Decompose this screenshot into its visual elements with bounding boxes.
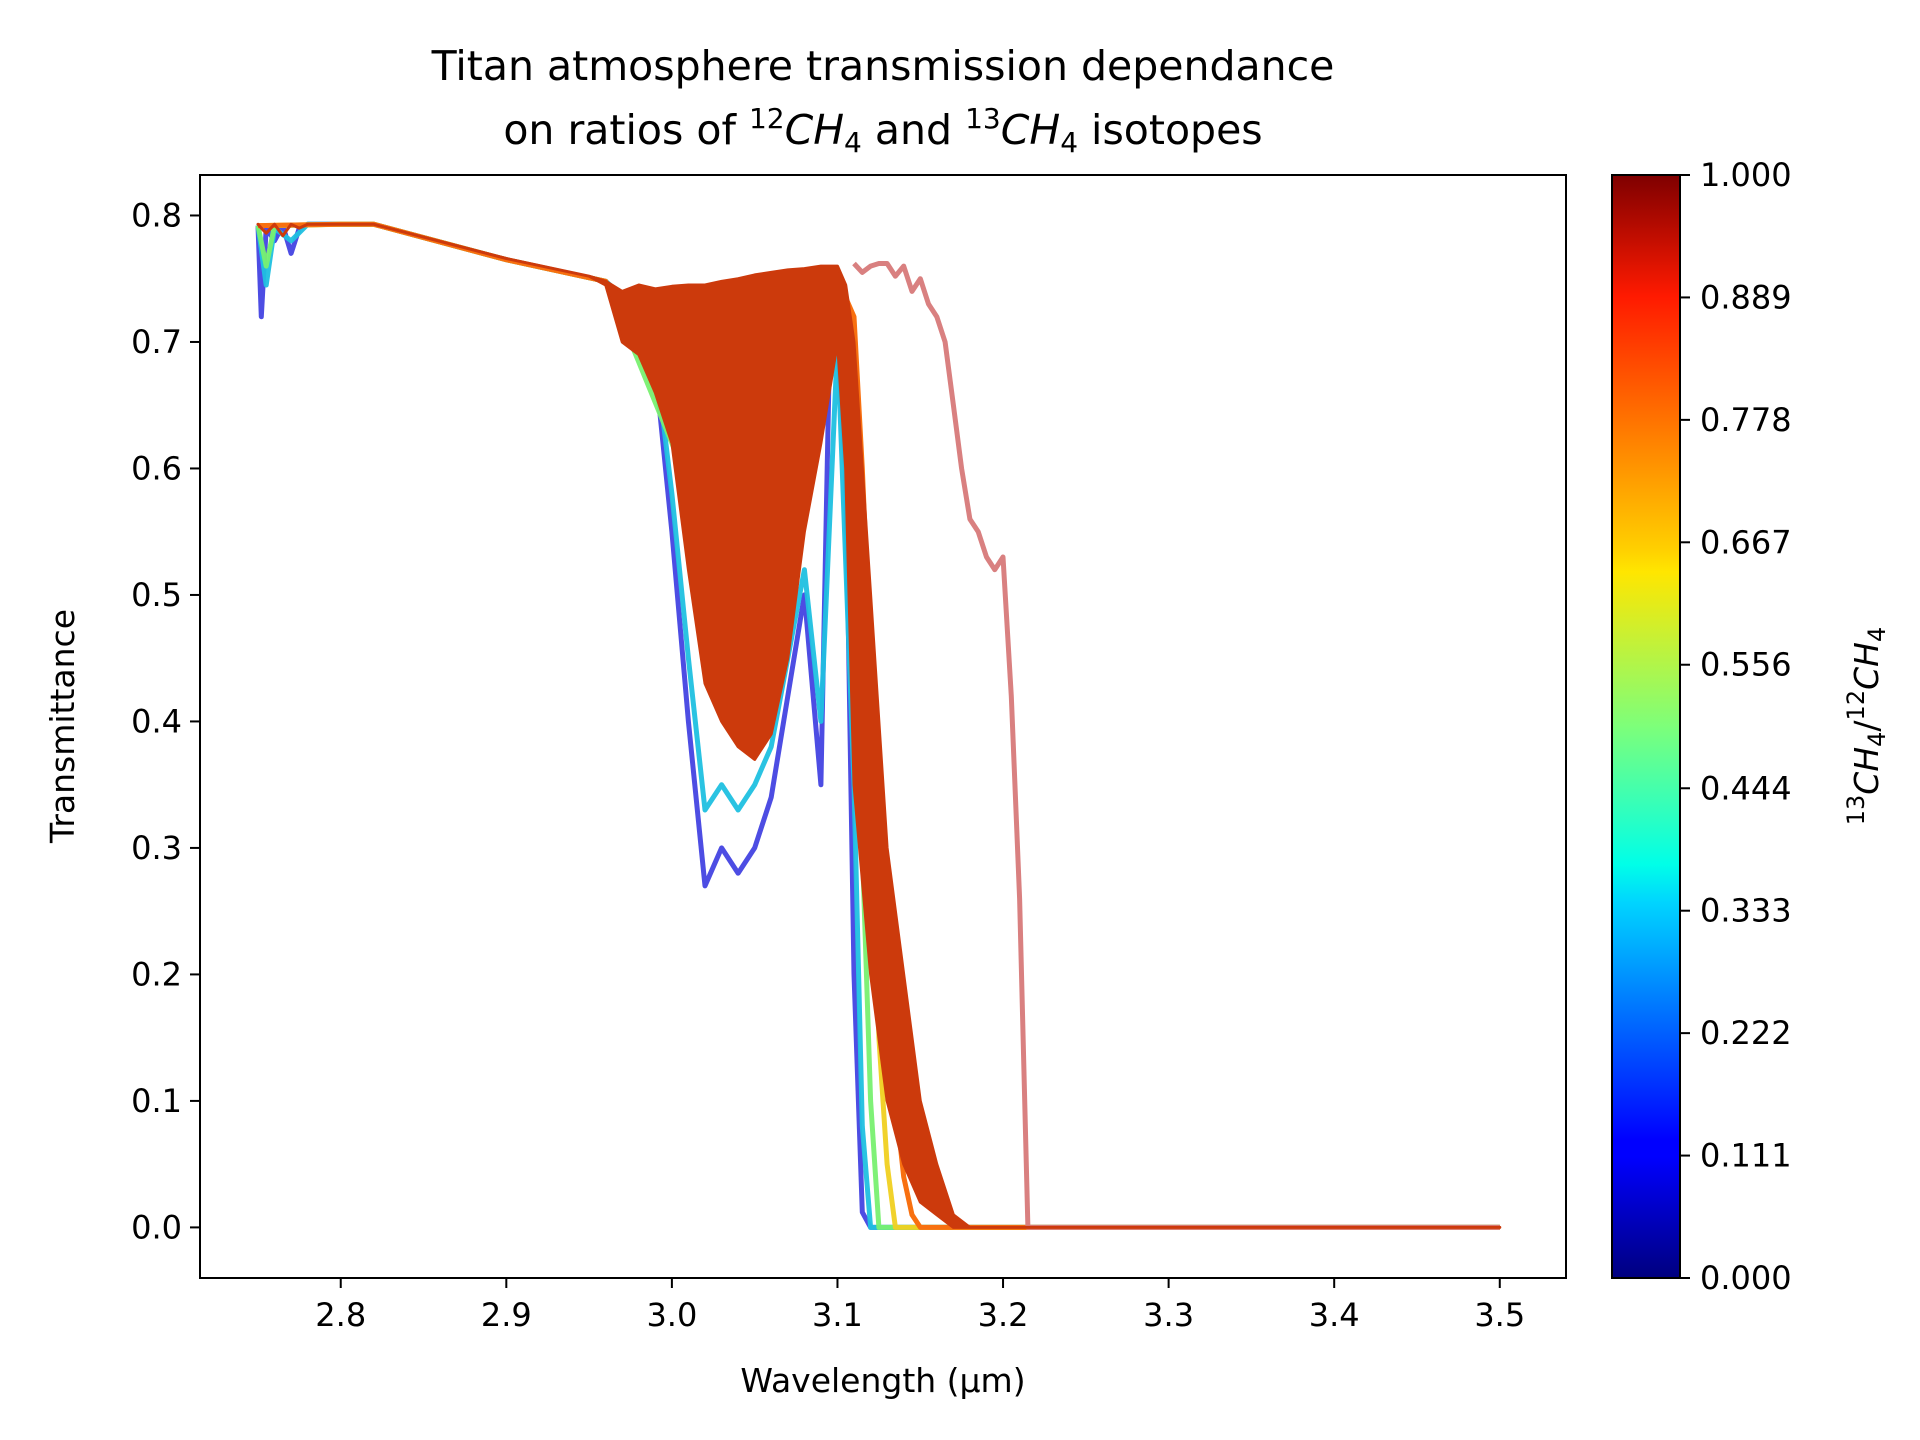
- title-iso2: CH: [1001, 106, 1060, 154]
- colorbar-tick-label: 0.778: [1700, 401, 1792, 439]
- title-iso1-sub: 4: [844, 126, 862, 159]
- y-tick-label: 0.5: [131, 576, 182, 614]
- cbar-den-sup: 12: [1842, 690, 1870, 721]
- x-tick-label: 2.8: [315, 1296, 366, 1334]
- cbar-slash: /: [1847, 720, 1886, 732]
- cbar-den-sub: 4: [1863, 627, 1891, 642]
- colorbar-tick-label: 1.000: [1700, 156, 1792, 194]
- y-tick-label: 0.7: [131, 323, 182, 361]
- colorbar-tick-label: 0.333: [1700, 892, 1792, 930]
- title-pre: on ratios of: [503, 106, 749, 154]
- colorbar-tick-label: 0.556: [1700, 646, 1792, 684]
- colorbar-tick-label: 0.222: [1700, 1014, 1792, 1052]
- colorbar-label: 13CH4/12CH4: [1842, 627, 1891, 826]
- y-tick-label: 0.6: [131, 449, 182, 487]
- colorbar-gradient: [1611, 174, 1681, 1279]
- title-iso1: CH: [785, 106, 844, 154]
- x-tick-label: 3.1: [812, 1296, 863, 1334]
- colorbar-ticks: 0.000 0.111 0.222 0.333 0.444 0.556 0.667 0.778…: [1680, 156, 1792, 1297]
- y-tick-label: 0.1: [131, 1082, 182, 1120]
- x-tick-label: 3.2: [978, 1296, 1029, 1334]
- x-tick-label: 2.9: [481, 1296, 532, 1334]
- cbar-den: CH: [1847, 642, 1886, 690]
- colorbar-tick-label: 0.444: [1700, 769, 1792, 807]
- x-tick-label: 3.3: [1143, 1296, 1194, 1334]
- colorbar-tick-label: 0.111: [1700, 1137, 1792, 1175]
- colorbar-tick-label: 0.667: [1700, 523, 1792, 561]
- plot-frame: [199, 174, 1567, 1279]
- title-iso2-sub: 4: [1060, 126, 1078, 159]
- x-axis-label: Wavelength (μm): [740, 1361, 1025, 1400]
- series-line-1: [852, 261, 1500, 1230]
- colorbar-tick-label: 0.889: [1700, 278, 1792, 316]
- y-tick-label: 0.3: [131, 829, 182, 867]
- series-band-0.9: [256, 222, 1502, 1229]
- x-tick-label: 3.0: [646, 1296, 697, 1334]
- y-tick-label: 0.0: [131, 1208, 182, 1246]
- title-iso1-sup: 12: [749, 102, 785, 135]
- y-tick-label: 0.4: [131, 702, 182, 740]
- cbar-num-sub: 4: [1863, 732, 1891, 747]
- y-tick-label: 0.2: [131, 955, 182, 993]
- series-layer: [255, 221, 1502, 1230]
- chart-title-line1: Titan atmosphere transmission dependance: [431, 42, 1335, 90]
- title-mid: and: [862, 106, 965, 154]
- title-post: isotopes: [1078, 106, 1263, 154]
- x-tick-label: 3.5: [1474, 1296, 1525, 1334]
- title-iso2-sup: 13: [965, 102, 1001, 135]
- y-tick-label: 0.8: [131, 196, 182, 234]
- y-axis: 0.0 0.1 0.2 0.3 0.4 0.5 0.6 0.7 0.8: [131, 196, 200, 1246]
- chart-title-line2: on ratios of 12CH4 and 13CH4 isotopes: [503, 102, 1262, 159]
- x-tick-label: 3.4: [1309, 1296, 1360, 1334]
- colorbar-tick-label: 0.000: [1700, 1259, 1792, 1297]
- x-axis: 2.8 2.9 3.0 3.1 3.2 3.3 3.4 3.5: [315, 1278, 1525, 1334]
- y-axis-label: Transmittance: [43, 609, 82, 844]
- cbar-num-sup: 13: [1842, 795, 1870, 826]
- cbar-num: CH: [1847, 747, 1886, 795]
